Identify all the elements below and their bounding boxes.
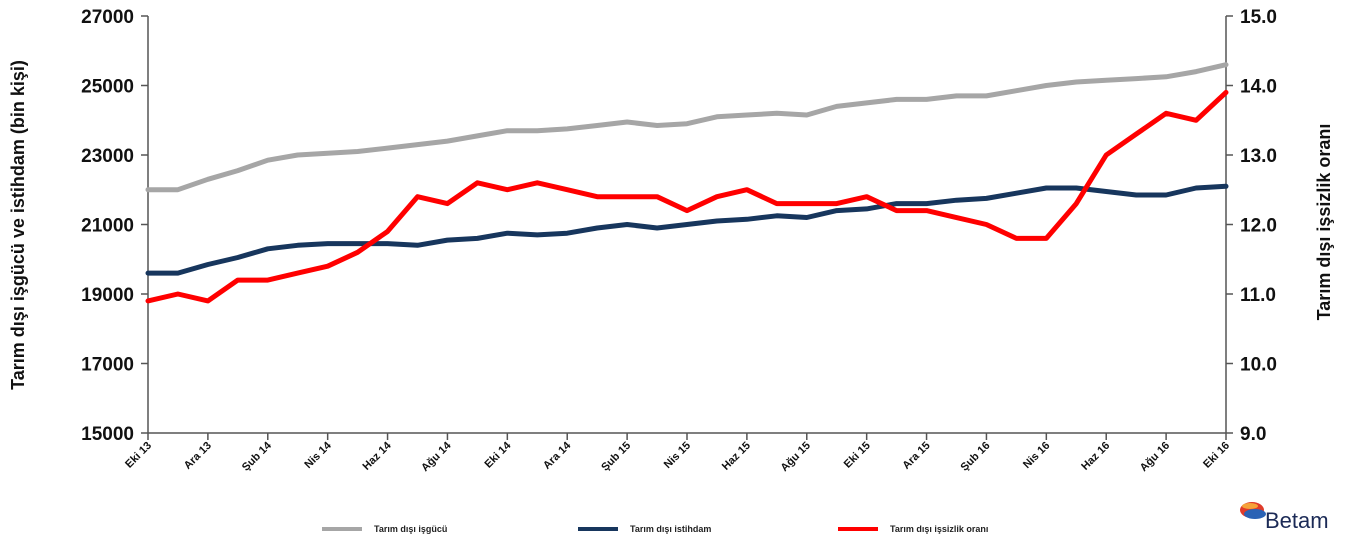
left-tick-label: 25000	[81, 77, 134, 98]
x-tick-label: Şub 14	[240, 439, 275, 474]
x-tick-label: Haz 16	[1079, 440, 1112, 473]
right-tick-label: 12.0	[1240, 216, 1277, 237]
x-tick-label: Şub 15	[599, 440, 633, 474]
x-tick-label: Nis 16	[1021, 440, 1052, 471]
right-tick-label: 15.0	[1240, 7, 1277, 28]
right-tick-label: 10.0	[1240, 355, 1277, 376]
x-axis-ticks: Eki 13 Ara 13 Şub 14 Nis 14 Haz 14 Ağu 14 Eki …	[123, 433, 1232, 474]
x-tick-label: Nis 15	[662, 440, 693, 471]
legend-label: Tarım dışı işgücü	[374, 524, 447, 534]
series-line-employment	[145, 183, 1229, 276]
left-axis-title: Tarım dışı işgücü ve istihdam (bin kişi)	[8, 60, 28, 390]
legend: Tarım dışı işgücü Tarım dışı istihdam Tarı…	[322, 524, 988, 534]
series-line-labor-force	[145, 62, 1229, 193]
x-tick-label: Ara 14	[541, 439, 574, 472]
x-tick-label: Eki 16	[1201, 440, 1232, 471]
logo-mark	[1240, 502, 1266, 519]
legend-label: Tarım dışı işsizlik oranı	[890, 524, 988, 534]
x-tick-label: Ara 13	[182, 440, 214, 472]
right-tick-label: 14.0	[1240, 77, 1277, 98]
legend-label: Tarım dışı istihdam	[630, 524, 711, 534]
x-axis: Eki 13 Ara 13 Şub 14 Nis 14 Haz 14 Ağu 14 Eki …	[123, 432, 1232, 474]
right-tick-label: 13.0	[1240, 146, 1277, 167]
x-tick-label: Ağu 16	[1138, 440, 1172, 474]
x-tick-label: Ağu 14	[419, 439, 454, 474]
left-tick-label: 15000	[81, 424, 134, 445]
x-tick-label: Nis 14	[302, 439, 334, 471]
left-tick-label: 19000	[81, 285, 134, 306]
x-tick-label: Haz 14	[361, 439, 395, 473]
x-tick-label: Ara 15	[900, 440, 932, 472]
right-tick-label: 11.0	[1240, 285, 1276, 306]
right-axis-ticks: 9.0 10.0 11.0 12.0 13.0 14.0 15.0	[1226, 7, 1277, 445]
right-axis: 9.0 10.0 11.0 12.0 13.0 14.0 15.0	[1225, 7, 1277, 445]
betam-logo: Betam	[1240, 502, 1329, 533]
x-tick-label: Eki 15	[842, 440, 873, 471]
x-tick-label: Şub 16	[959, 440, 993, 474]
right-axis-title: Tarım dışı işsizlik oranı	[1314, 124, 1334, 321]
series-layer	[145, 62, 1229, 304]
left-tick-label: 17000	[81, 355, 134, 376]
left-axis: 15000 17000 19000 21000 23000 25000 27000	[81, 7, 149, 445]
left-tick-label: 21000	[81, 216, 134, 237]
logo-text: Betam	[1265, 508, 1329, 533]
series-line-unemployment-rate	[145, 89, 1229, 304]
x-tick-label: Eki 14	[482, 439, 514, 471]
x-tick-label: Ağu 15	[778, 440, 812, 474]
x-tick-label: Haz 15	[720, 440, 753, 473]
left-tick-label: 23000	[81, 146, 134, 167]
left-tick-label: 27000	[81, 7, 134, 28]
left-axis-ticks: 15000 17000 19000 21000 23000 25000 27000	[81, 7, 148, 445]
right-tick-label: 9.0	[1240, 424, 1266, 445]
